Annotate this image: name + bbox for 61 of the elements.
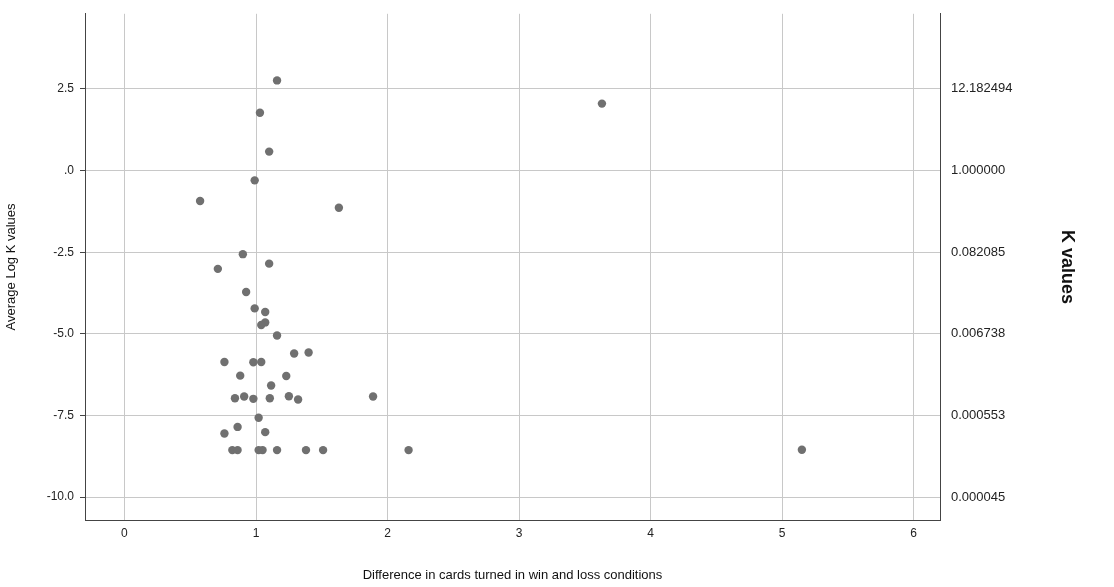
point	[293, 395, 303, 404]
y2-tick-label: 12.182494	[951, 80, 1013, 96]
x-axis-title: Difference in cards turned in win and loss conditions	[362, 566, 663, 582]
y2-tick-label: 1.000000	[951, 162, 1006, 178]
y2-tick-label: 0.006738	[951, 325, 1006, 341]
y-tick-label: .0	[63, 162, 75, 177]
y-axis-title: Average Log K values	[3, 202, 19, 331]
point	[257, 320, 266, 330]
point	[334, 203, 344, 212]
y-tick-label: -5.0	[53, 326, 75, 341]
x-tick-label: 0	[121, 525, 129, 540]
x-tick-label: 3	[515, 525, 523, 540]
point	[597, 99, 607, 108]
point	[272, 331, 282, 340]
y-tick-label: 2.5	[57, 81, 75, 96]
point	[239, 392, 249, 401]
point	[236, 371, 245, 380]
point	[404, 445, 413, 455]
point	[230, 393, 240, 403]
y-tick-label: -7.5	[53, 407, 75, 422]
point	[264, 147, 274, 156]
x-tick-label: 5	[778, 525, 786, 540]
x-tick-label: 4	[647, 525, 655, 540]
point	[241, 287, 251, 297]
point	[250, 176, 259, 185]
x-tick-label: 2	[384, 525, 392, 540]
point	[257, 357, 266, 367]
point	[304, 348, 313, 357]
point	[368, 392, 378, 401]
point	[301, 445, 311, 455]
point	[195, 196, 205, 206]
point	[318, 445, 328, 455]
y2-tick-label: 0.082085	[951, 243, 1006, 259]
point	[249, 394, 258, 404]
y2-tick-label: 0.000553	[951, 407, 1006, 423]
point	[797, 445, 807, 454]
point	[272, 76, 282, 85]
point	[254, 413, 263, 422]
x-tick-label: 1	[252, 525, 260, 540]
point	[284, 392, 294, 401]
point	[255, 108, 265, 117]
point	[220, 429, 229, 438]
point	[282, 371, 291, 381]
y2-axis-title: K values	[1058, 229, 1079, 304]
point	[264, 259, 274, 268]
point	[250, 304, 259, 313]
point	[266, 381, 276, 390]
y2-tick-label: 0.000045	[951, 488, 1006, 504]
y-tick-label: -2.5	[53, 244, 75, 259]
point	[261, 427, 270, 437]
point	[233, 422, 242, 432]
point	[289, 349, 299, 358]
point	[265, 393, 275, 403]
point	[238, 249, 248, 259]
point	[261, 307, 270, 317]
point	[213, 264, 223, 274]
point	[249, 358, 258, 367]
x-tick-label: 6	[910, 525, 918, 540]
point	[272, 445, 282, 455]
y-tick-label: -10.0	[46, 489, 75, 504]
point	[220, 357, 229, 367]
